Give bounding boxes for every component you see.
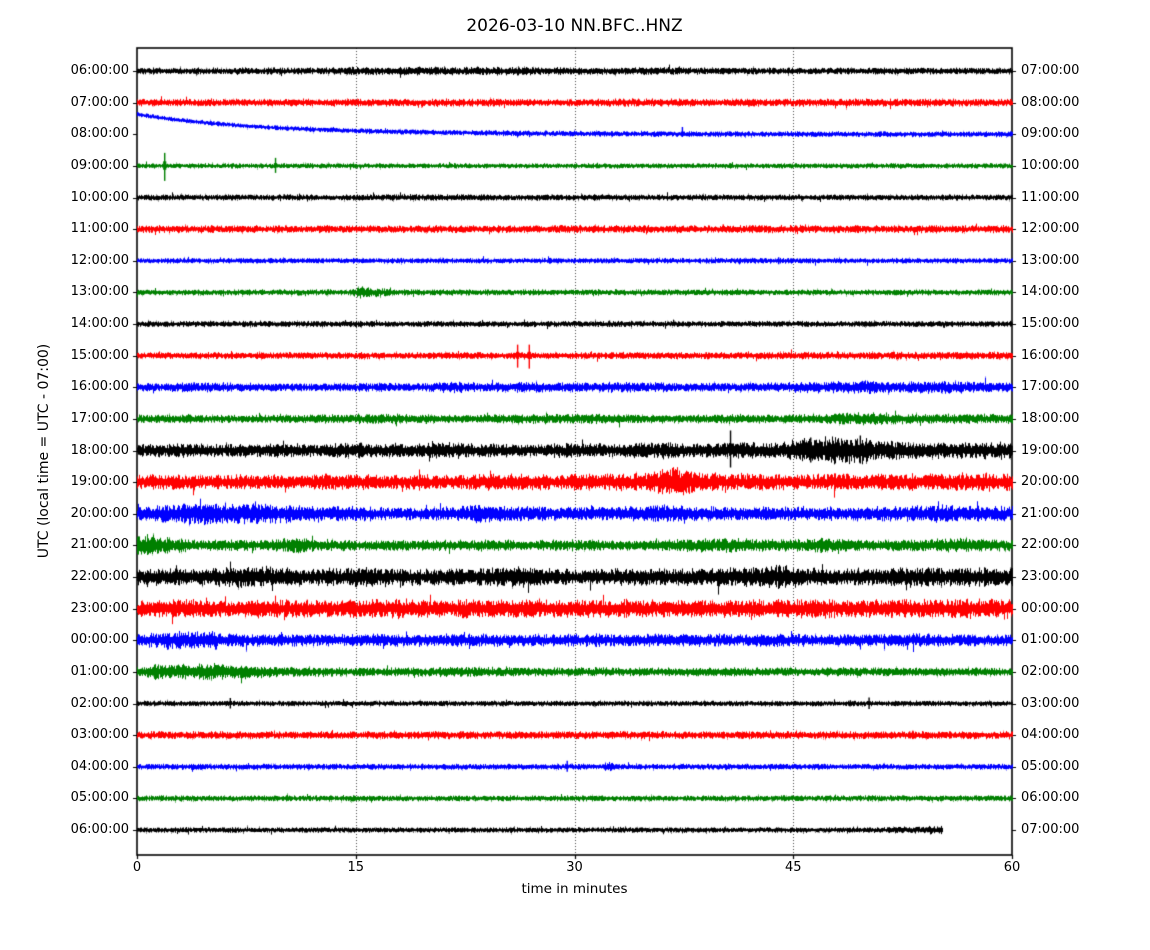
right-tick-label: 20:00:00	[1021, 474, 1080, 490]
left-tick-label: 21:00:00	[70, 537, 129, 553]
left-tick-label: 12:00:00	[70, 252, 129, 268]
left-tick-label: 17:00:00	[70, 410, 129, 426]
right-tick-label: 11:00:00	[1021, 189, 1080, 205]
right-tick-label: 06:00:00	[1021, 790, 1080, 806]
left-tick-label: 14:00:00	[70, 316, 129, 331]
left-tick-label: 18:00:00	[70, 442, 129, 458]
left-tick-label: 06:00:00	[70, 822, 129, 837]
x-tick-label: 45	[784, 860, 802, 875]
right-tick-label: 03:00:00	[1021, 695, 1080, 711]
right-tick-label: 16:00:00	[1021, 347, 1080, 363]
right-tick-label: 23:00:00	[1021, 569, 1080, 584]
right-tick-label: 18:00:00	[1021, 410, 1080, 426]
left-tick-label: 01:00:00	[70, 663, 129, 679]
left-tick-label: 08:00:00	[70, 126, 129, 142]
right-tick-label: 22:00:00	[1021, 537, 1080, 553]
left-tick-label: 23:00:00	[70, 600, 129, 616]
right-tick-label: 14:00:00	[1021, 284, 1080, 300]
left-tick-label: 09:00:00	[70, 157, 129, 173]
left-tick-label: 11:00:00	[70, 221, 129, 237]
left-tick-label: 16:00:00	[70, 379, 129, 395]
right-tick-label: 19:00:00	[1021, 442, 1080, 458]
left-tick-label: 15:00:00	[70, 347, 129, 363]
right-tick-label: 13:00:00	[1021, 252, 1080, 268]
left-tick-label: 10:00:00	[70, 189, 129, 205]
left-tick-label: 19:00:00	[70, 474, 129, 490]
right-tick-label: 00:00:00	[1021, 600, 1080, 616]
right-tick-label: 12:00:00	[1021, 221, 1080, 237]
left-tick-label: 05:00:00	[70, 790, 129, 806]
left-tick-label: 20:00:00	[70, 505, 129, 521]
left-tick-label: 13:00:00	[70, 284, 129, 300]
left-tick-label: 03:00:00	[70, 727, 129, 743]
chart-title: 2026-03-10 NN.BFC..HNZ	[466, 16, 683, 36]
right-tick-label: 02:00:00	[1021, 663, 1080, 679]
right-axis-tick-labels: 07:00:00 08:00:00 09:00:00 10:00:00 11:00:00…	[1021, 0, 1141, 950]
right-tick-label: 21:00:00	[1021, 505, 1080, 521]
right-tick-label: 07:00:00	[1021, 822, 1080, 837]
x-tick-label: 0	[132, 860, 142, 875]
right-tick-label: 05:00:00	[1021, 758, 1080, 774]
right-tick-label: 04:00:00	[1021, 727, 1080, 743]
right-tick-label: 08:00:00	[1021, 94, 1080, 110]
x-tick-label: 30	[566, 860, 583, 875]
left-tick-label: 00:00:00	[70, 632, 129, 648]
left-tick-label: 22:00:00	[70, 569, 129, 584]
x-tick-label: 15	[347, 860, 365, 875]
left-tick-label: 07:00:00	[70, 94, 129, 110]
x-tick-label: 60	[1003, 860, 1021, 875]
right-tick-label: 09:00:00	[1021, 126, 1080, 142]
right-tick-label: 01:00:00	[1021, 632, 1080, 648]
left-tick-label: 04:00:00	[70, 758, 129, 774]
right-tick-label: 17:00:00	[1021, 379, 1080, 395]
right-tick-label: 07:00:00	[1021, 63, 1080, 78]
left-axis-tick-labels: 06:00:00 07:00:00 08:00:00 09:00:00 10:00:00…	[0, 0, 129, 950]
x-axis-label: time in minutes	[521, 881, 628, 897]
right-tick-label: 15:00:00	[1021, 316, 1080, 331]
left-tick-label: 06:00:00	[70, 63, 129, 78]
right-tick-label: 10:00:00	[1021, 157, 1080, 173]
left-tick-label: 02:00:00	[70, 695, 129, 711]
